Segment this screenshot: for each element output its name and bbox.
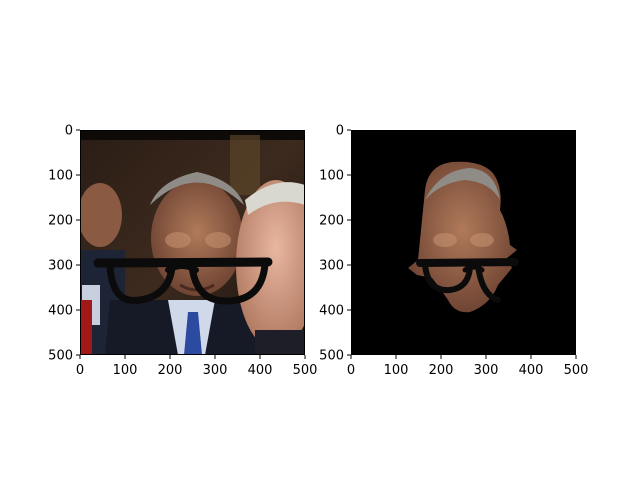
right-x-tick-label: 200 <box>429 363 454 378</box>
left-x-tick-label: 400 <box>248 363 273 378</box>
right-image-panel <box>351 130 576 355</box>
right-y-tick-label: 100 <box>319 169 344 184</box>
left-x-tick-label: 200 <box>158 363 183 378</box>
left-y-tick-label: 200 <box>48 214 73 229</box>
left-x-tick-label: 100 <box>113 363 138 378</box>
right-x-tick-label: 100 <box>384 363 409 378</box>
left-y-tick-label: 0 <box>65 124 73 139</box>
left-y-tick-label: 500 <box>48 349 73 364</box>
left-x-tick-label: 0 <box>76 363 84 378</box>
left-x-tick-label: 500 <box>293 363 318 378</box>
right-y-tick-label: 500 <box>319 349 344 364</box>
left-photo <box>80 130 305 355</box>
left-y-tick-label: 300 <box>48 259 73 274</box>
right-y-tick-label: 400 <box>319 304 344 319</box>
eyeglasses-overlay-left <box>93 257 273 305</box>
right-x-tick-label: 400 <box>519 363 544 378</box>
right-x-tick-label: 300 <box>474 363 499 378</box>
right-x-tick-label: 0 <box>347 363 355 378</box>
left-x-tick-label: 300 <box>203 363 228 378</box>
right-x-tick-label: 500 <box>564 363 589 378</box>
left-y-tick-label: 100 <box>48 169 73 184</box>
right-y-tick-label: 300 <box>319 259 344 274</box>
right-y-tick-label: 0 <box>336 124 344 139</box>
left-image-panel <box>80 130 305 355</box>
eyeglasses-overlay-right <box>416 258 519 303</box>
right-y-tick-label: 200 <box>319 214 344 229</box>
left-y-tick-label: 400 <box>48 304 73 319</box>
right-photo <box>351 130 576 355</box>
